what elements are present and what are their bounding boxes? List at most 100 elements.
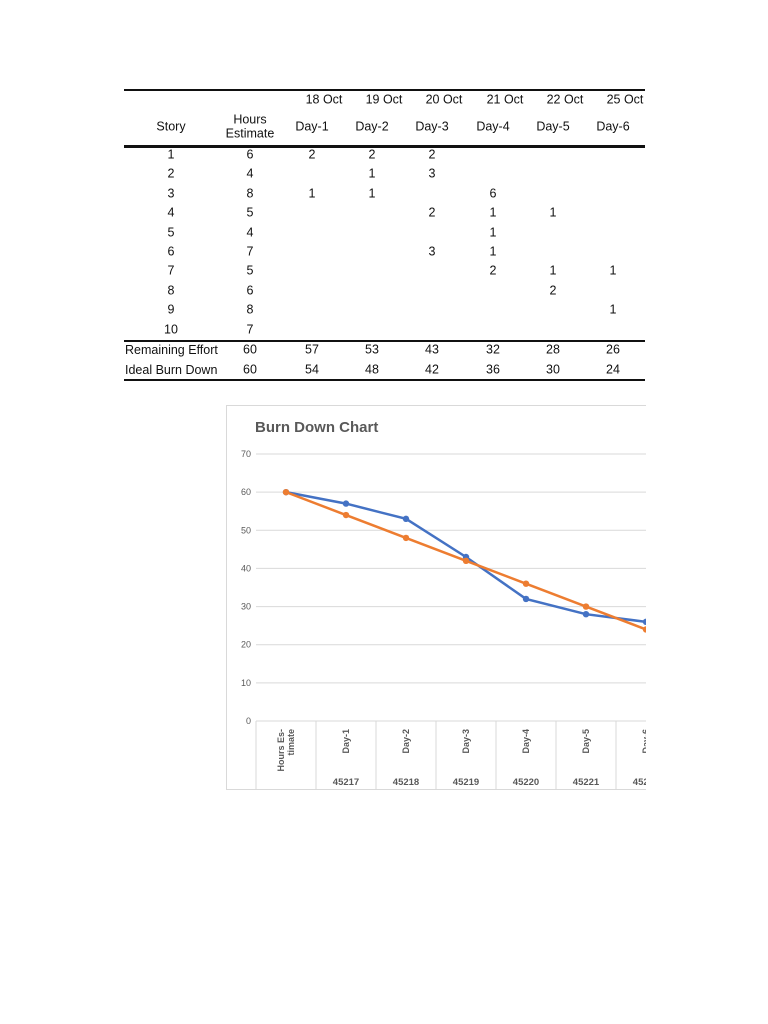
summary-cell: 53 xyxy=(365,342,379,357)
x-tick-label: Day-1 xyxy=(341,729,351,754)
table-rule xyxy=(124,379,645,381)
table-rule xyxy=(124,340,645,342)
table-cell: 2 xyxy=(489,263,497,278)
y-tick-label: 60 xyxy=(241,487,251,497)
table-cell: 3 xyxy=(428,244,436,259)
table-cell: 1 xyxy=(368,166,376,181)
table-cell: 9 xyxy=(167,302,175,317)
summary-cell: 26 xyxy=(606,342,620,357)
summary-cell: 60 xyxy=(243,362,257,376)
table-cell: 3 xyxy=(167,186,175,201)
header-date: 18 Oct xyxy=(305,92,343,107)
header-date: 20 Oct xyxy=(425,92,463,107)
table-cell: 1 xyxy=(167,147,175,162)
table-cell: 6 xyxy=(489,186,497,201)
table-cell: 1 xyxy=(489,244,497,259)
data-point-1 xyxy=(402,534,410,542)
table-cell: 7 xyxy=(246,244,254,259)
y-tick-label: 50 xyxy=(241,525,251,535)
table-cell: 4 xyxy=(246,166,254,181)
x-date-label: 45222 xyxy=(633,777,646,788)
y-tick-label: 20 xyxy=(241,640,251,650)
table-cell: 1 xyxy=(489,225,497,240)
header-day: Day-4 xyxy=(476,119,510,134)
table-cell: 8 xyxy=(167,283,175,298)
table-cell: 1 xyxy=(368,186,376,201)
table-cell: 2 xyxy=(308,147,316,162)
chart-title: Burn Down Chart xyxy=(255,419,378,436)
x-tick-label: Hours Es- xyxy=(276,729,286,772)
table-cell: 8 xyxy=(246,302,254,317)
table-cell: 6 xyxy=(246,147,254,162)
data-point-1 xyxy=(282,488,290,496)
summary-cell: 28 xyxy=(546,342,560,357)
table-cell: 1 xyxy=(549,205,557,220)
header-date: 25 Oct xyxy=(606,92,644,107)
table-cell: 5 xyxy=(246,205,254,220)
data-point-1 xyxy=(522,580,530,587)
summary-label: Ideal Burn Down xyxy=(125,362,218,377)
data-point-1 xyxy=(462,557,470,564)
y-tick-label: 10 xyxy=(241,678,251,688)
table-cell: 7 xyxy=(167,263,175,278)
table-rule xyxy=(124,89,645,91)
data-point-0 xyxy=(522,595,530,603)
summary-cell: 30 xyxy=(546,362,560,376)
header-hours: Hours xyxy=(233,112,267,127)
table-cell: 2 xyxy=(167,166,175,181)
header-story: Story xyxy=(156,119,186,134)
data-point-0 xyxy=(402,515,410,523)
y-tick-label: 30 xyxy=(241,602,251,612)
data-point-0 xyxy=(342,500,350,507)
header-date: 21 Oct xyxy=(486,92,524,107)
table-cell: 1 xyxy=(609,263,617,278)
summary-cell: 48 xyxy=(365,362,379,376)
y-tick-label: 70 xyxy=(241,449,251,459)
data-point-0 xyxy=(642,618,646,626)
table-cell: 2 xyxy=(549,283,557,298)
data-point-1 xyxy=(642,626,646,633)
table-cell: 1 xyxy=(308,186,316,201)
table-cell: 3 xyxy=(428,166,436,181)
header-day: Day-1 xyxy=(295,119,329,134)
x-tick-label: Day-6 xyxy=(641,729,646,754)
summary-cell: 36 xyxy=(486,362,500,376)
header-date: 22 Oct xyxy=(546,92,584,107)
table-cell: 2 xyxy=(428,147,436,162)
x-date-label: 45220 xyxy=(513,777,539,788)
x-tick-label: Day-2 xyxy=(401,729,411,754)
x-tick-label: Day-5 xyxy=(581,729,591,754)
summary-cell: 54 xyxy=(305,362,319,376)
table-cell: 4 xyxy=(167,205,175,220)
table-cell: 2 xyxy=(428,205,436,220)
summary-label: Remaining Effort xyxy=(125,343,218,357)
header-date: 19 Oct xyxy=(365,92,403,107)
header-day: Day-3 xyxy=(415,119,449,134)
x-tick-label: timate xyxy=(286,729,296,756)
table-cell: 6 xyxy=(246,283,254,298)
header-day: Day-2 xyxy=(355,119,389,134)
table-cell: 8 xyxy=(246,186,254,201)
y-tick-label: 0 xyxy=(246,716,251,726)
table-cell: 10 xyxy=(164,322,178,337)
burndown-chart: Burn Down Chart 0 10 20 30 40 50 60 70 Hours Es-t… xyxy=(226,405,646,790)
chart-svg: Burn Down Chart 0 10 20 30 40 50 60 70 Hours Es-t… xyxy=(241,419,646,789)
summary-cell: 43 xyxy=(425,342,439,357)
x-date-label: 45219 xyxy=(453,777,479,788)
data-point-1 xyxy=(342,511,350,519)
y-tick-label: 40 xyxy=(241,563,251,573)
summary-cell: 32 xyxy=(486,342,500,357)
table-cell: 2 xyxy=(368,147,376,162)
data-point-1 xyxy=(582,603,590,610)
summary-cell: 42 xyxy=(425,362,439,376)
table-cell: 1 xyxy=(489,205,497,220)
table-cell: 5 xyxy=(167,225,175,240)
table-cell: 1 xyxy=(549,263,557,278)
summary-cell: 57 xyxy=(305,342,319,357)
x-tick-label: Day-4 xyxy=(521,729,531,754)
table-cell: 6 xyxy=(167,244,175,259)
table-cell: 7 xyxy=(246,322,254,337)
header-day: Day-6 xyxy=(596,119,630,134)
data-point-0 xyxy=(582,611,590,618)
summary-cell: 60 xyxy=(243,342,257,357)
